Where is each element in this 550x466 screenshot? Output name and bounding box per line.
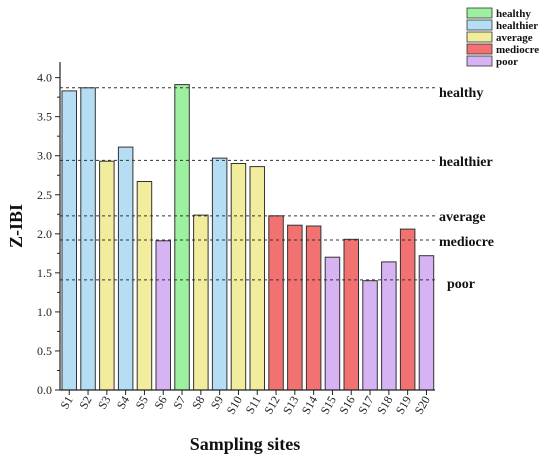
x-tick-label-S16: S16: [336, 394, 357, 417]
bar-S2: [80, 87, 96, 391]
bar-S10: [230, 163, 247, 391]
x-tick-label-S4: S4: [114, 394, 132, 412]
y-tick-label: 4.0: [37, 71, 52, 85]
y-tick-label: 1.0: [37, 305, 52, 319]
legend-label-mediocre: mediocre: [496, 44, 539, 56]
x-tick-label-S14: S14: [299, 394, 320, 417]
bar-S20: [418, 255, 435, 391]
legend-swatch-mediocre: [466, 43, 493, 55]
bar-S5: [136, 181, 153, 391]
y-tick-label: 2.0: [37, 227, 52, 241]
y-axis-title: Z-IBI: [6, 204, 26, 248]
bar-S15: [324, 256, 341, 391]
bar-S4: [117, 146, 134, 391]
legend-swatch-healthy: [466, 7, 493, 19]
x-axis-title: Sampling sites: [190, 434, 301, 454]
threshold-label-healthier: healthier: [439, 155, 493, 170]
y-tick-label: 0.0: [37, 383, 52, 397]
legend-label-healthier: healthier: [496, 20, 538, 32]
legend-swatch-poor: [466, 55, 493, 67]
x-tick-label-S2: S2: [76, 394, 94, 412]
y-tick-label: 1.5: [37, 266, 52, 280]
bar-S17: [362, 280, 378, 391]
x-tick-label-S10: S10: [224, 394, 245, 417]
threshold-label-average: average: [439, 210, 486, 225]
x-tick-label-S7: S7: [170, 394, 188, 412]
x-tick-label-S11: S11: [243, 394, 264, 417]
bar-S3: [99, 160, 115, 391]
legend-label-healthy: healthy: [496, 8, 531, 20]
x-tick-label-S8: S8: [189, 394, 207, 412]
bar-S18: [381, 261, 397, 391]
x-tick-label-S13: S13: [280, 394, 301, 417]
y-tick-label: 3.0: [37, 149, 52, 163]
x-tick-label-S17: S17: [355, 394, 376, 417]
x-tick-label-S19: S19: [393, 394, 414, 417]
bar-S14: [305, 225, 322, 391]
x-tick-label-S1: S1: [57, 394, 75, 412]
x-tick-label-S9: S9: [208, 394, 226, 412]
x-tick-label-S12: S12: [261, 394, 282, 417]
bar-S19: [399, 228, 416, 391]
threshold-label-healthy: healthy: [439, 86, 483, 101]
bar-S11: [249, 166, 265, 391]
legend-label-poor: poor: [496, 56, 518, 68]
x-tick-label-S15: S15: [318, 394, 339, 417]
legend-label-average: average: [496, 32, 533, 44]
x-tick-label-S18: S18: [374, 394, 395, 417]
x-tick-label-S5: S5: [133, 394, 151, 412]
bar-S6: [155, 240, 171, 391]
y-tick-label: 2.5: [37, 188, 52, 202]
bar-S13: [287, 224, 303, 391]
bar-S12: [268, 215, 284, 391]
y-tick-label: 0.5: [37, 344, 52, 358]
legend-swatch-healthier: [466, 19, 493, 31]
threshold-label-poor: poor: [447, 277, 475, 292]
legend-swatch-average: [466, 31, 493, 43]
x-tick-label-S20: S20: [412, 394, 433, 417]
bar-S8: [193, 214, 209, 391]
x-tick-label-S3: S3: [95, 394, 113, 412]
threshold-label-mediocre: mediocre: [439, 235, 494, 250]
x-tick-label-S6: S6: [151, 394, 169, 412]
y-tick-label: 3.5: [37, 110, 52, 124]
bar-S7: [174, 84, 190, 391]
bar-S16: [343, 238, 359, 391]
bar-S9: [211, 157, 228, 391]
